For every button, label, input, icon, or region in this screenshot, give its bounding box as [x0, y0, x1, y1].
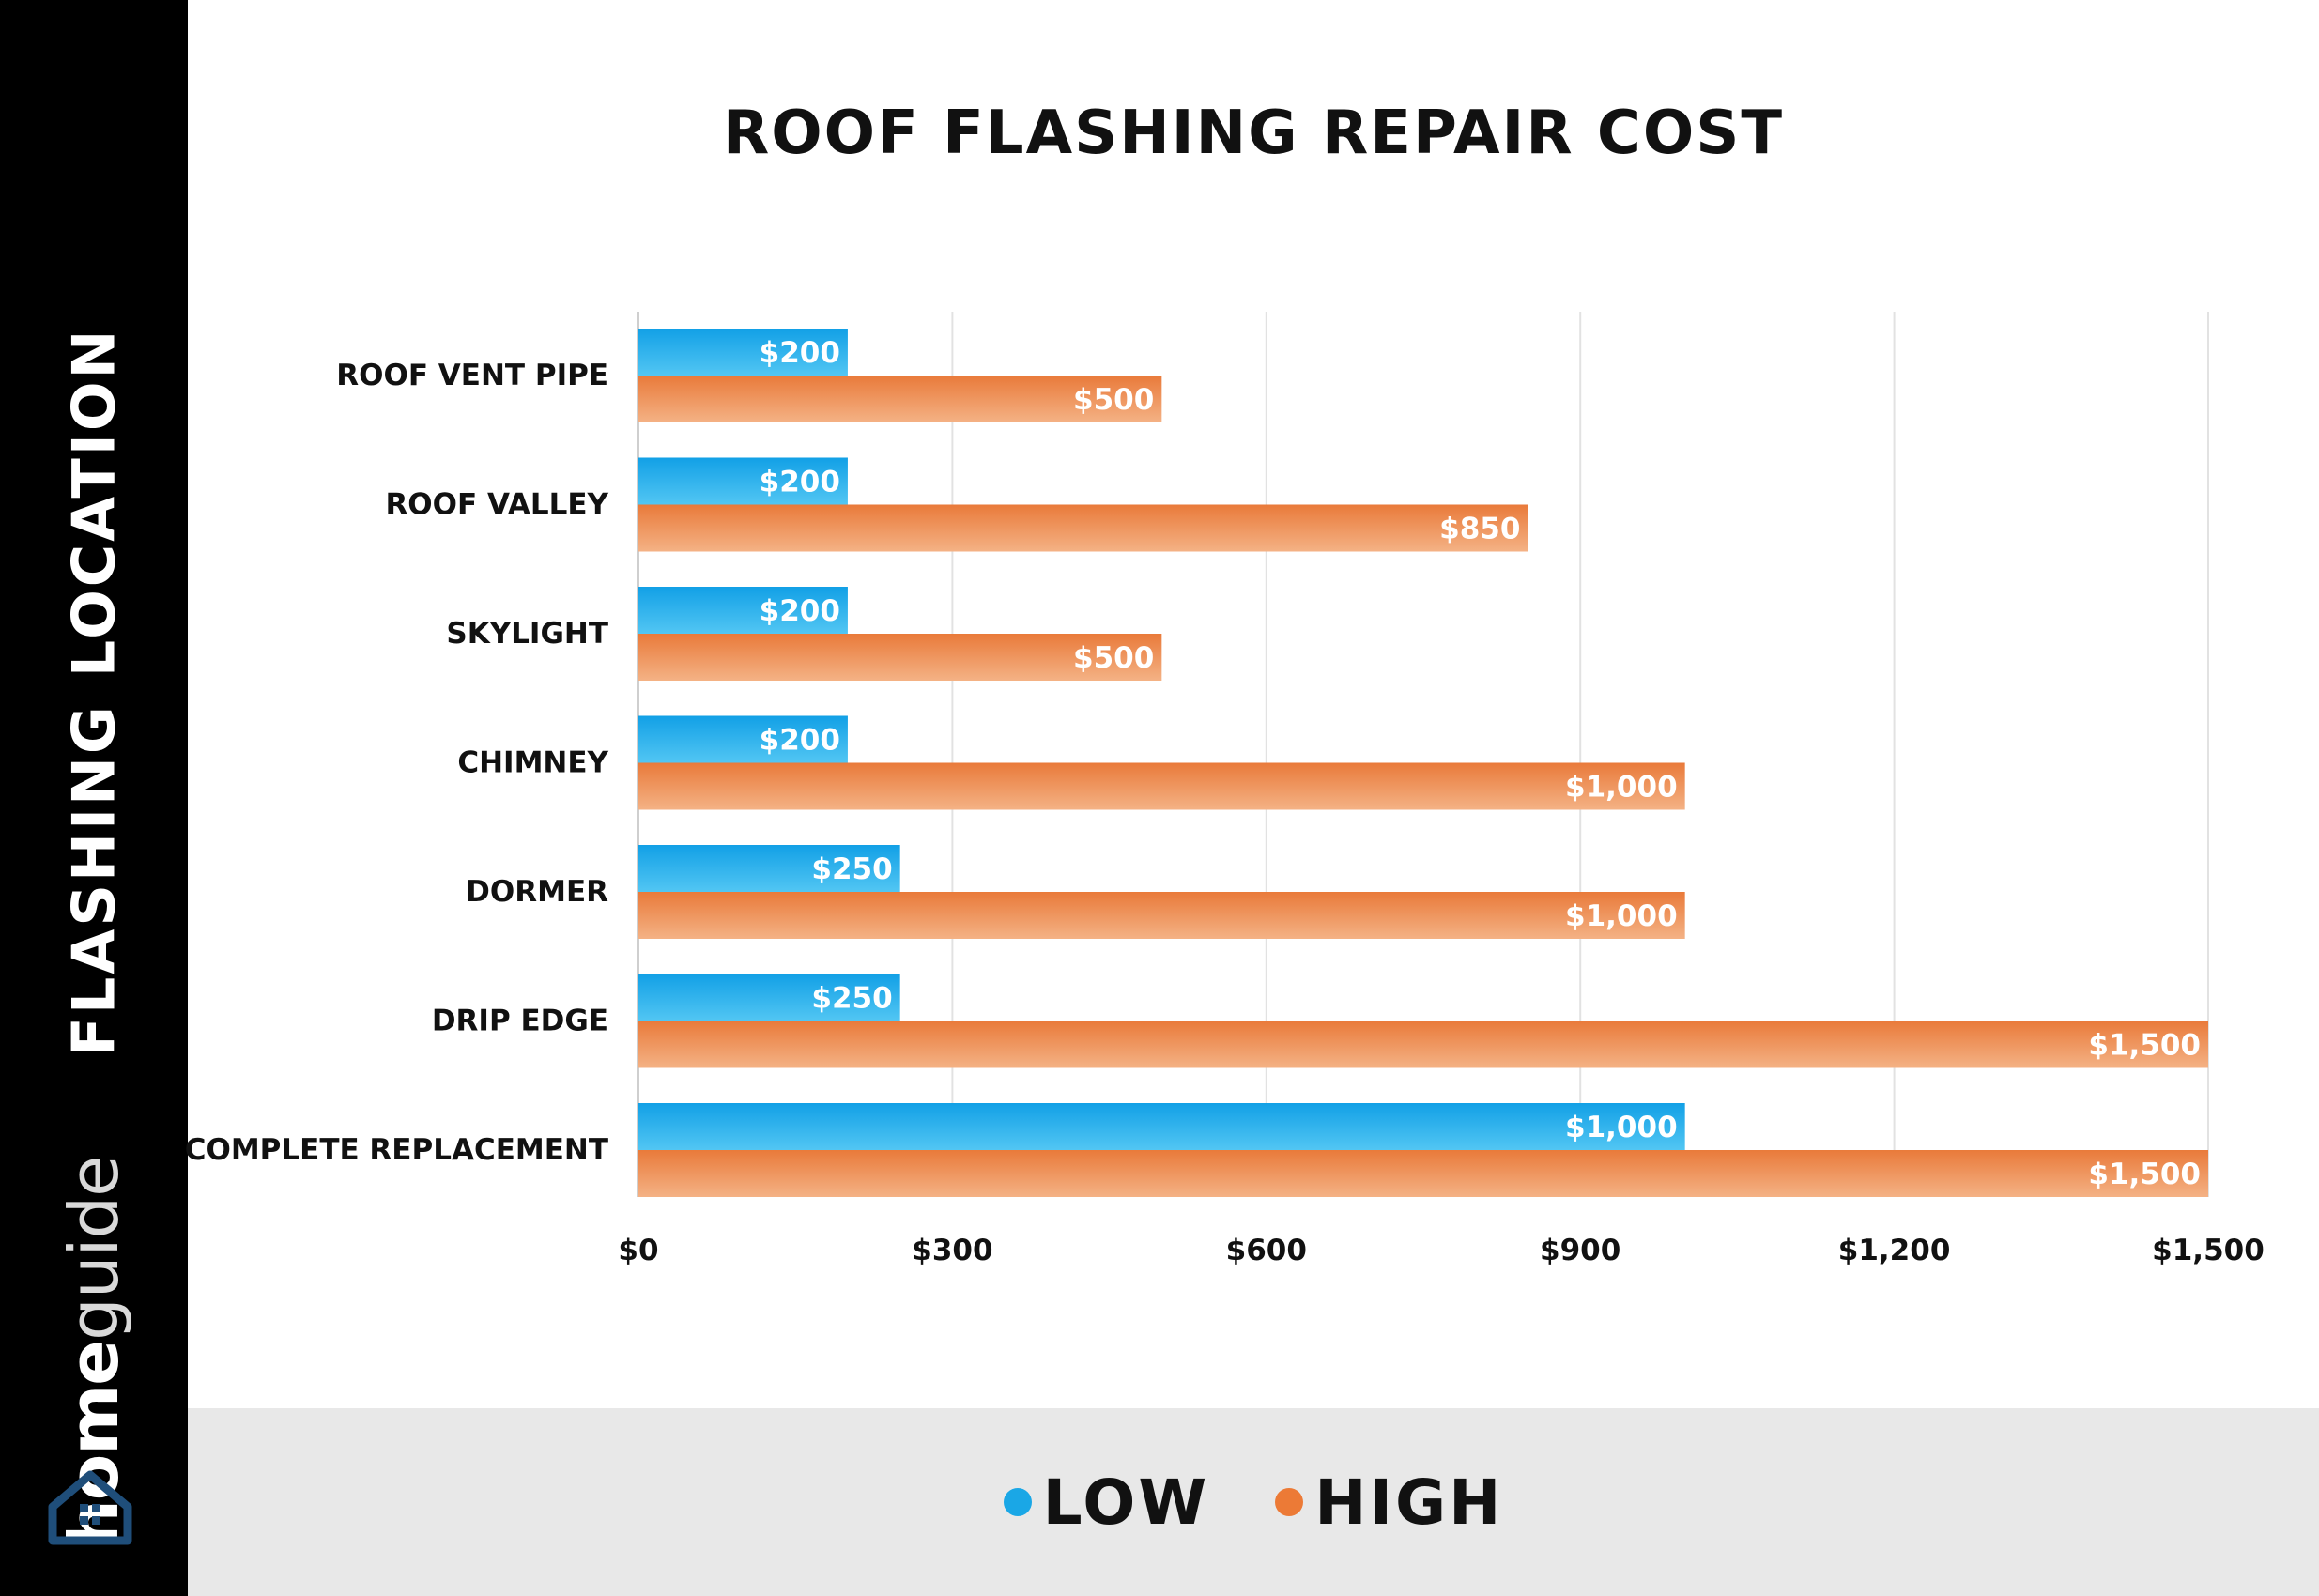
category-label: ROOF VENT PIPE [336, 359, 608, 392]
data-label-high: $1,500 [2088, 1029, 2201, 1063]
data-label-low: $200 [760, 336, 840, 370]
data-label-high: $500 [1073, 383, 1154, 417]
category-label: ROOF VALLEY [385, 488, 608, 522]
bar-low [638, 974, 900, 1021]
bar-high [638, 1150, 2208, 1197]
x-tick-label: $900 [1540, 1234, 1620, 1267]
bar-low [638, 329, 848, 376]
category-label: CHIMNEY [457, 746, 608, 780]
bar-low [638, 845, 900, 892]
x-tick-label: $1,500 [2152, 1234, 2265, 1267]
x-tick-label: $1,200 [1838, 1234, 1951, 1267]
category-label: COMPLETE REPLACEMENT [185, 1133, 608, 1167]
legend-band: LOW HIGH [188, 1408, 2319, 1596]
data-label-high: $1,500 [2088, 1158, 2201, 1191]
category-label: DORMER [466, 875, 608, 909]
data-label-high: $850 [1439, 513, 1520, 546]
bar-high [638, 762, 1685, 810]
data-label-high: $1,000 [1565, 899, 1678, 933]
data-label-low: $250 [811, 982, 892, 1016]
legend-label-low: LOW [1042, 1466, 1210, 1539]
legend: LOW HIGH [188, 1408, 2319, 1596]
data-label-low: $200 [760, 466, 840, 499]
bar-low [638, 457, 848, 505]
house-icon [48, 1470, 132, 1545]
category-label: SKYLIGHT [446, 617, 608, 651]
bar-high [638, 1021, 2208, 1068]
bar-high [638, 376, 1162, 422]
data-label-low: $200 [760, 594, 840, 628]
data-label-low: $250 [811, 852, 892, 886]
legend-dot-high [1275, 1488, 1304, 1516]
category-label: DRIP EDGE [432, 1005, 608, 1038]
bars [638, 329, 2208, 1197]
data-label-high: $1,000 [1565, 771, 1678, 805]
bar-high [638, 504, 1528, 552]
chart-title: ROOF FLASHING REPAIR COST [722, 99, 1785, 168]
legend-item-low: LOW [1003, 1466, 1210, 1539]
legend-dot-low [1003, 1488, 1032, 1516]
bar-low [638, 715, 848, 763]
x-tick-label: $0 [618, 1234, 658, 1267]
bar-high [638, 634, 1162, 681]
bar-low [638, 1103, 1685, 1150]
bar-high [638, 892, 1685, 939]
bar-low [638, 587, 848, 634]
data-label-low: $1,000 [1565, 1111, 1678, 1144]
legend-label-high: HIGH [1314, 1466, 1504, 1539]
data-label-low: $200 [760, 724, 840, 758]
labels: $0 $300 $600 $900 $1,200 $1,500 ROOF VENT PIPE… [185, 336, 2265, 1267]
data-label-high: $500 [1073, 641, 1154, 675]
bar-chart: $0 $300 $600 $900 $1,200 $1,500 ROOF VENT PIPE… [185, 312, 2265, 1267]
x-tick-label: $600 [1226, 1234, 1307, 1267]
legend-item-high: HIGH [1275, 1466, 1503, 1539]
x-tick-label: $300 [912, 1234, 992, 1267]
sidebar: FLASHINGLOCATION homeguide [0, 0, 188, 1596]
